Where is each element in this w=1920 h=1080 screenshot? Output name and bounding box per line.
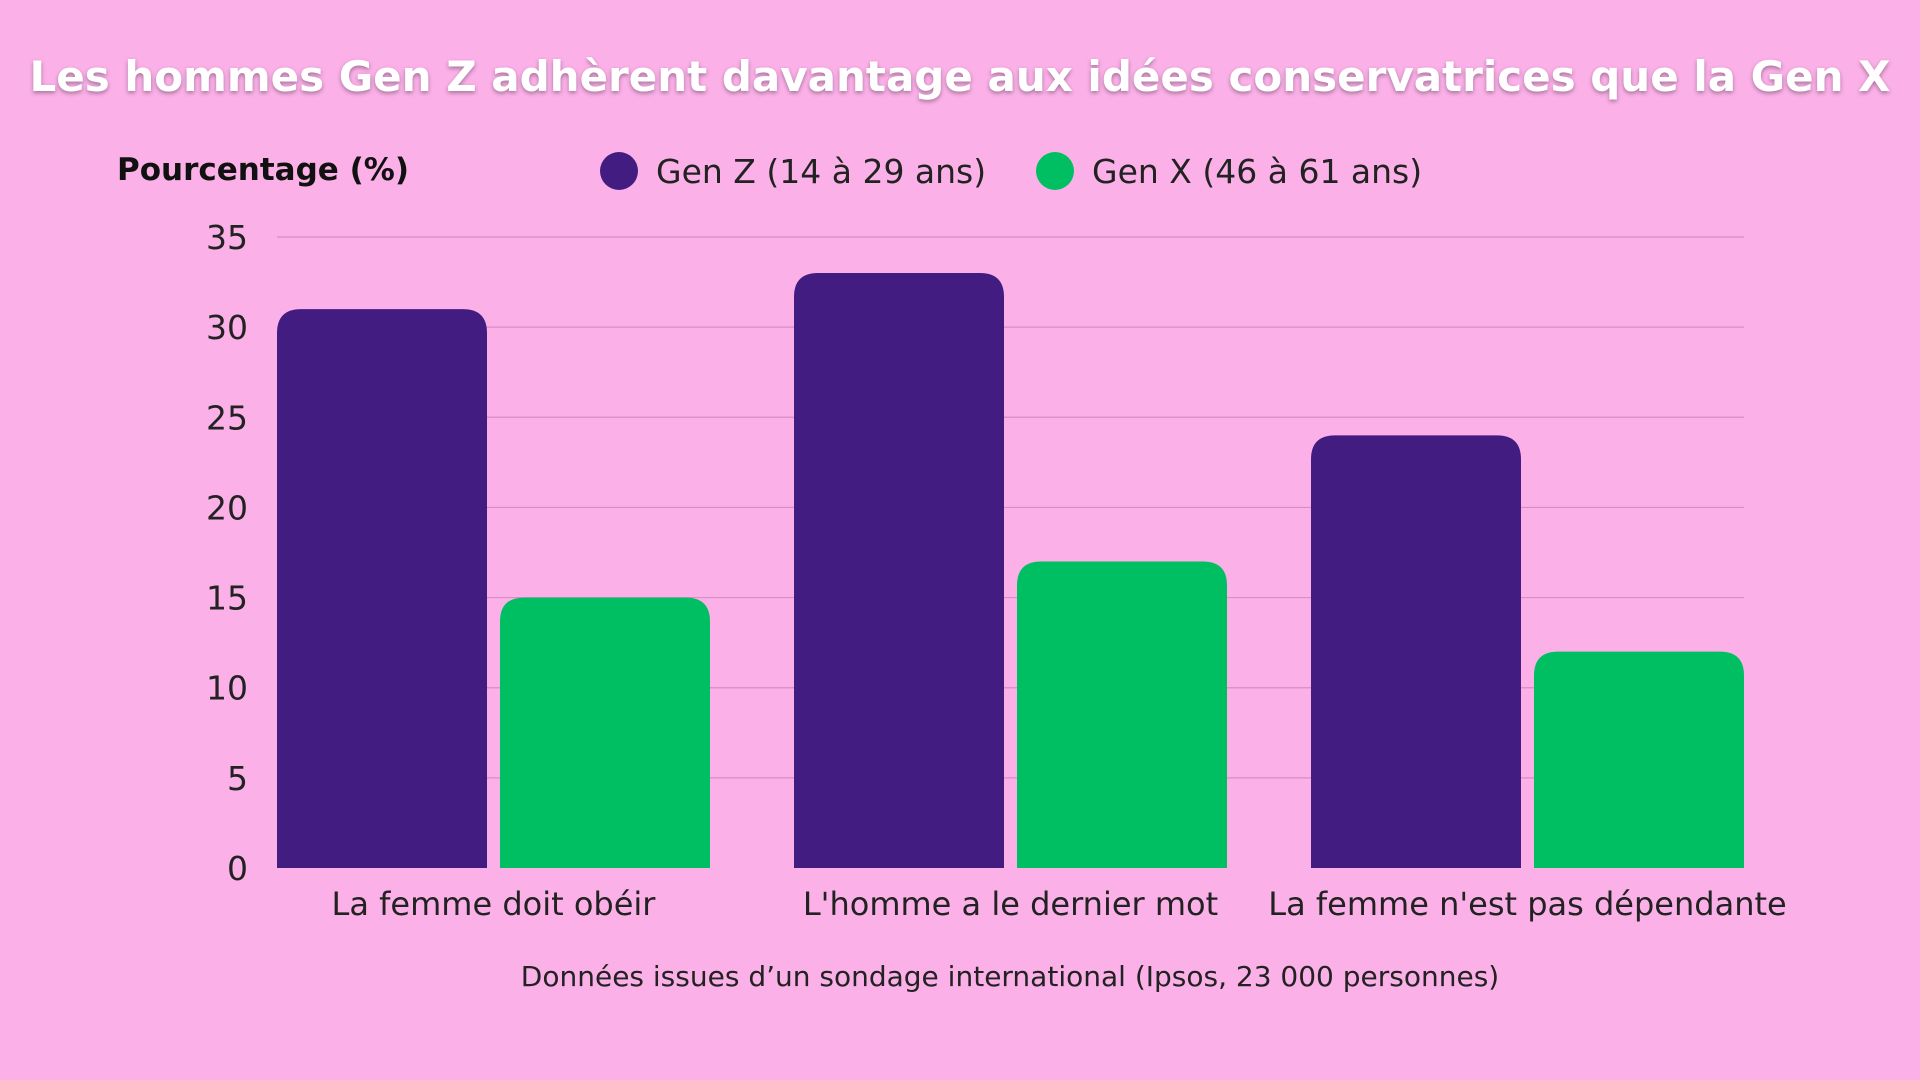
y-axis-ticks: 0 5 10 15 20 25 30 35 [206,218,248,888]
bar-gen-x-1 [500,597,710,868]
legend: Gen Z (14 à 29 ans) Gen X (46 à 61 ans) [0,146,1920,196]
bar-gen-x-2 [1017,561,1227,868]
x-category-label: La femme n'est pas dépendante [1268,885,1786,923]
y-tick-label: 30 [206,308,248,347]
y-tick-label: 35 [206,218,248,257]
x-category-label: La femme doit obéir [332,885,657,923]
bars [277,273,1744,869]
footnote: Données issues d’un sondage internationa… [520,960,1500,993]
legend-label-gen-z: Gen Z (14 à 29 ans) [656,151,987,191]
grid-lines [277,236,1744,779]
legend-item-gen-z: Gen Z (14 à 29 ans) [600,146,986,196]
legend-swatch-gen-x [1036,152,1074,190]
chart-title: Les hommes Gen Z adhèrent davantage aux … [29,52,1891,101]
bar-gen-x-3 [1534,651,1744,868]
legend-swatch-gen-z [600,152,638,190]
legend-item-gen-x: Gen X (46 à 61 ans) [1036,146,1422,196]
x-axis-categories: La femme doit obéir L'homme a le dernier … [332,885,1787,923]
y-tick-label: 0 [227,849,248,888]
y-tick-label: 5 [227,759,248,798]
y-tick-label: 25 [206,398,248,437]
bar-gen-z-2 [794,273,1004,868]
legend-label-gen-x: Gen X (46 à 61 ans) [1092,151,1423,191]
x-category-label: L'homme a le dernier mot [803,885,1218,923]
y-axis-label: Pourcentage (%) [117,152,409,188]
y-tick-label: 20 [206,488,248,527]
y-tick-label: 10 [206,669,248,708]
bar-gen-z-1 [277,309,487,869]
y-tick-label: 15 [206,579,248,618]
bar-gen-z-3 [1311,435,1521,868]
